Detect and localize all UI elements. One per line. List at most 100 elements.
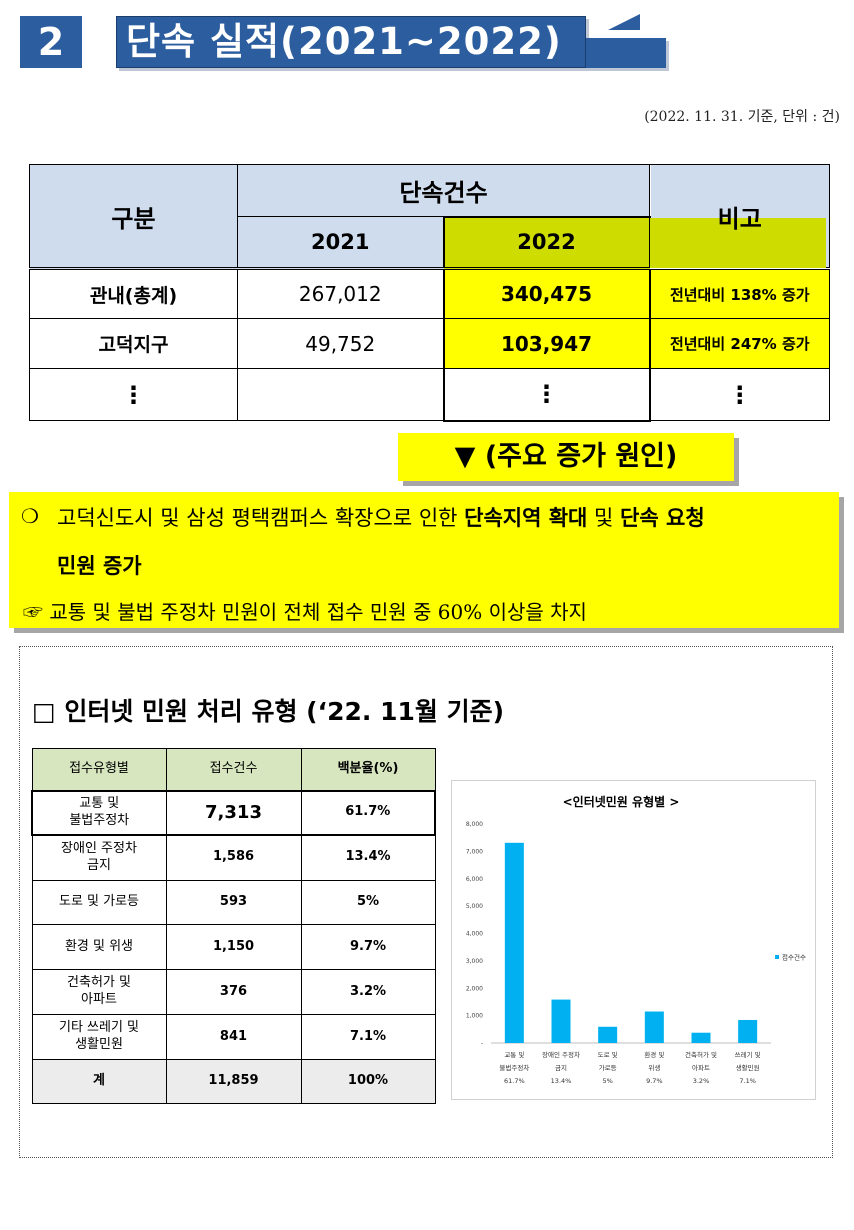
header-remarks-label: 비고 (717, 204, 762, 233)
type-row-label: 건축허가 및 아파트 (31, 969, 167, 1015)
row-label-total: 관내(총계) (29, 268, 238, 319)
y-tick-label: 5,000 (466, 903, 483, 910)
value-2022-godeok: 103,947 (442, 318, 651, 369)
x-tick-label: 위생 (648, 1063, 660, 1072)
ellipsis-remarks: ⋮ (649, 368, 830, 421)
type-row-count: 841 (165, 1014, 302, 1060)
type-total-label: 계 (31, 1059, 167, 1104)
x-tick-label: 쓰레기 및 (735, 1050, 761, 1059)
remarks-highlight (649, 218, 826, 268)
type-label-line1: 도로 및 가로등 (58, 894, 140, 910)
bar (598, 1026, 618, 1043)
y-tick-label: 7,000 (466, 848, 483, 855)
header-category: 구분 (29, 164, 238, 270)
header-remarks: 비고 (649, 164, 830, 270)
value-2022-total: 340,475 (442, 268, 651, 319)
x-tick-label: 13.4% (551, 1077, 572, 1085)
type-label-line2: 생활민원 (75, 1037, 123, 1052)
bar (551, 999, 571, 1043)
type-label-line2: 불법주정차 (69, 812, 130, 828)
legend-label: 접수건수 (782, 953, 806, 962)
section-title: 단속 실적(2021~2022) (126, 20, 562, 63)
cause-box: ❍ 고덕신도시 및 삼성 평택캠퍼스 확장으로 인한 단속지역 확대 및 단속 … (9, 492, 839, 628)
type-row-count: 376 (165, 969, 302, 1015)
main-cause-banner: ▼ (주요 증가 원인) (398, 433, 734, 481)
type-row-count: 1,586 (165, 834, 302, 881)
type-label-line2: 아파트 (81, 992, 117, 1007)
cause-line-1-text: 고덕신도시 및 삼성 평택캠퍼스 확장으로 인한 (57, 506, 465, 530)
bullet-circle: ❍ (21, 504, 39, 528)
type-row-percent: 9.7% (300, 924, 436, 970)
type-row-percent: 7.1% (300, 1014, 436, 1060)
type-row-count: 593 (165, 880, 302, 925)
value-2021-total: 267,012 (237, 268, 444, 319)
enforcement-table: 구분 단속건수 비고 2021 2022 관내(총계) 267,012 340,… (29, 164, 830, 422)
type-header-percent: 백분율(%) (300, 748, 436, 791)
type-label-line2: 금지 (87, 857, 111, 873)
internet-complaint-panel (19, 646, 833, 1158)
bar (504, 842, 524, 1043)
section-title-stripe (592, 30, 662, 36)
type-label-line1: 장애인 주정차 (61, 840, 137, 856)
type-header-category: 접수유형별 (31, 748, 167, 791)
y-tick-label: 8,000 (466, 821, 483, 828)
x-tick-label: 아파트 (692, 1063, 710, 1072)
checkbox-icon: □ (32, 697, 56, 726)
type-total-percent: 100% (300, 1059, 436, 1104)
cause-line-3: ☞ 교통 및 불법 주정차 민원이 전체 접수 민원 중 60% 이상을 차지 (23, 596, 587, 625)
internet-section-title-text: 인터넷 민원 처리 유형 (‘22. 11월 기준) (64, 697, 504, 726)
type-label-line1: 건축허가 및 (67, 975, 131, 991)
header-2022: 2022 (442, 215, 651, 270)
x-tick-label: 환경 및 (644, 1050, 664, 1059)
complaint-type-chart: <인터넷민원 유형별 > - 1,000 2,000 3,000 4,000 5,000 6… (466, 794, 806, 1085)
y-tick-label: 4,000 (466, 931, 483, 938)
cause-line-1-bold-b: 단속 요청 (620, 506, 705, 530)
x-tick-label: 교통 및 (504, 1051, 524, 1059)
y-tick-label: - (481, 1040, 483, 1047)
remark-total: 전년대비 138% 증가 (649, 268, 830, 319)
x-tick-label: 금지 (555, 1063, 567, 1072)
header-2021: 2021 (237, 216, 444, 270)
pointer-icon: ☞ (23, 600, 43, 624)
x-tick-label: 장애인 주정차 (542, 1050, 580, 1059)
cause-line-3-text: 교통 및 불법 주정차 민원이 전체 접수 민원 중 60% 이상을 차지 (49, 600, 587, 624)
type-header-count: 접수건수 (165, 748, 302, 791)
x-tick-label: 9.7% (646, 1077, 663, 1085)
x-tick-label: 7.1% (739, 1077, 756, 1085)
y-tick-label: 6,000 (466, 876, 483, 883)
ellipsis-category: ⋮ (29, 368, 238, 421)
cause-line-2-bold: 민원 증가 (57, 554, 142, 578)
value-2021-godeok: 49,752 (237, 318, 444, 369)
y-tick-label: 3,000 (466, 958, 483, 965)
bar (738, 1019, 758, 1043)
empty-cell (237, 368, 444, 421)
internet-section-title: □ 인터넷 민원 처리 유형 (‘22. 11월 기준) (32, 692, 504, 728)
cause-line-1-mid: 및 (587, 506, 621, 530)
x-tick-label: 도로 및 (598, 1051, 618, 1059)
chart-title: <인터넷민원 유형별 > (563, 794, 680, 809)
complaint-type-table: 접수유형별 접수건수 백분율(%) 교통 및 불법주정차 7,313 61.7%… (31, 748, 436, 1104)
type-label-line1: 환경 및 위생 (64, 938, 134, 954)
type-label-line1: 기타 쓰레기 및 (58, 1020, 140, 1036)
x-tick-label: 61.7% (504, 1077, 525, 1085)
header-enforcement-count: 단속건수 (237, 164, 650, 217)
type-total-count: 11,859 (165, 1059, 302, 1104)
section-number: 2 (20, 16, 82, 68)
x-tick-label: 5% (603, 1077, 613, 1085)
type-row-percent: 3.2% (300, 969, 436, 1015)
type-row-label: 도로 및 가로등 (31, 880, 167, 925)
chart-plot-area: - 1,000 2,000 3,000 4,000 5,000 6,000 7,000 8,00… (466, 821, 806, 1085)
bar (644, 1011, 664, 1043)
cause-line-2: 민원 증가 (57, 550, 142, 580)
type-row-count: 7,313 (165, 789, 302, 836)
type-label-line1: 교통 및 (79, 795, 120, 811)
x-tick-label: 건축허가 및 (685, 1050, 717, 1059)
section-title-box (116, 16, 586, 68)
type-row-label: 환경 및 위생 (31, 924, 167, 970)
cause-line-1: 고덕신도시 및 삼성 평택캠퍼스 확장으로 인한 단속지역 확대 및 단속 요청 (57, 502, 705, 532)
type-row-label: 교통 및 불법주정차 (31, 789, 167, 836)
cause-line-1-bold-a: 단속지역 확대 (464, 506, 588, 530)
x-tick-label: 가로등 (599, 1063, 617, 1072)
y-tick-label: 2,000 (466, 985, 483, 992)
x-tick-label: 3.2% (693, 1077, 710, 1085)
